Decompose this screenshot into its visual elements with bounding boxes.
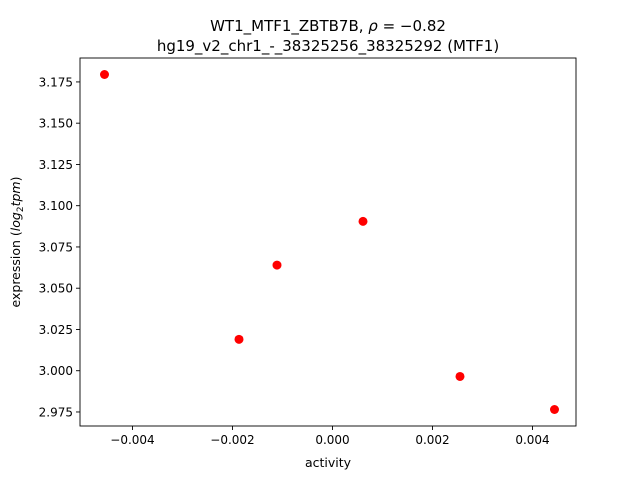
data-point: [272, 260, 282, 270]
data-point: [550, 404, 559, 414]
x-tick-label: −0.002: [210, 433, 254, 447]
ylabel-subscript: 2: [16, 206, 26, 212]
y-tick-label: 3.175: [39, 75, 73, 89]
ylabel-log: log: [8, 212, 23, 231]
data-point: [100, 70, 109, 80]
y-tick-label: 3.000: [39, 364, 73, 378]
title-prefix: WT1_MTF1_ZBTB7B,: [210, 17, 368, 36]
data-point: [234, 334, 244, 344]
y-axis: 2.975 3.000 3.025 3.050 3.075 3.100 3.125 3.150…: [39, 75, 80, 419]
x-tick-label: 0.004: [515, 433, 549, 447]
ylabel-prefix: expression (: [8, 231, 23, 307]
title-suffix: = −0.82: [378, 17, 446, 35]
x-axis: −0.004 −0.002 0.000 0.002 0.004: [110, 426, 550, 447]
y-tick-label: 3.100: [39, 199, 73, 213]
y-tick-label: 3.075: [39, 240, 73, 254]
y-tick-label: 3.125: [39, 158, 73, 172]
x-tick-label: −0.004: [110, 433, 154, 447]
chart-title-line2: hg19_v2_chr1_-_38325256_38325292 (MTF1): [157, 37, 499, 56]
title-rho: ρ: [368, 17, 378, 35]
data-point: [455, 371, 465, 381]
plot-area: [79, 57, 577, 427]
y-tick-label: 2.975: [39, 405, 73, 419]
y-tick-label: 3.050: [39, 282, 73, 296]
data-points: [100, 70, 559, 414]
ylabel-suffix: ): [8, 177, 23, 182]
x-axis-label: activity: [305, 455, 352, 470]
chart-title-line1: WT1_MTF1_ZBTB7B, ρ = −0.82: [210, 17, 446, 36]
y-tick-label: 3.025: [39, 323, 73, 337]
y-axis-label: expression (log2tpm): [8, 177, 26, 308]
ylabel-tpm: tpm: [8, 181, 23, 206]
x-tick-label: 0.000: [315, 433, 349, 447]
axes-frame: [79, 57, 577, 427]
x-tick-label: 0.002: [415, 433, 449, 447]
y-tick-label: 3.150: [39, 117, 73, 131]
data-point: [358, 216, 368, 226]
